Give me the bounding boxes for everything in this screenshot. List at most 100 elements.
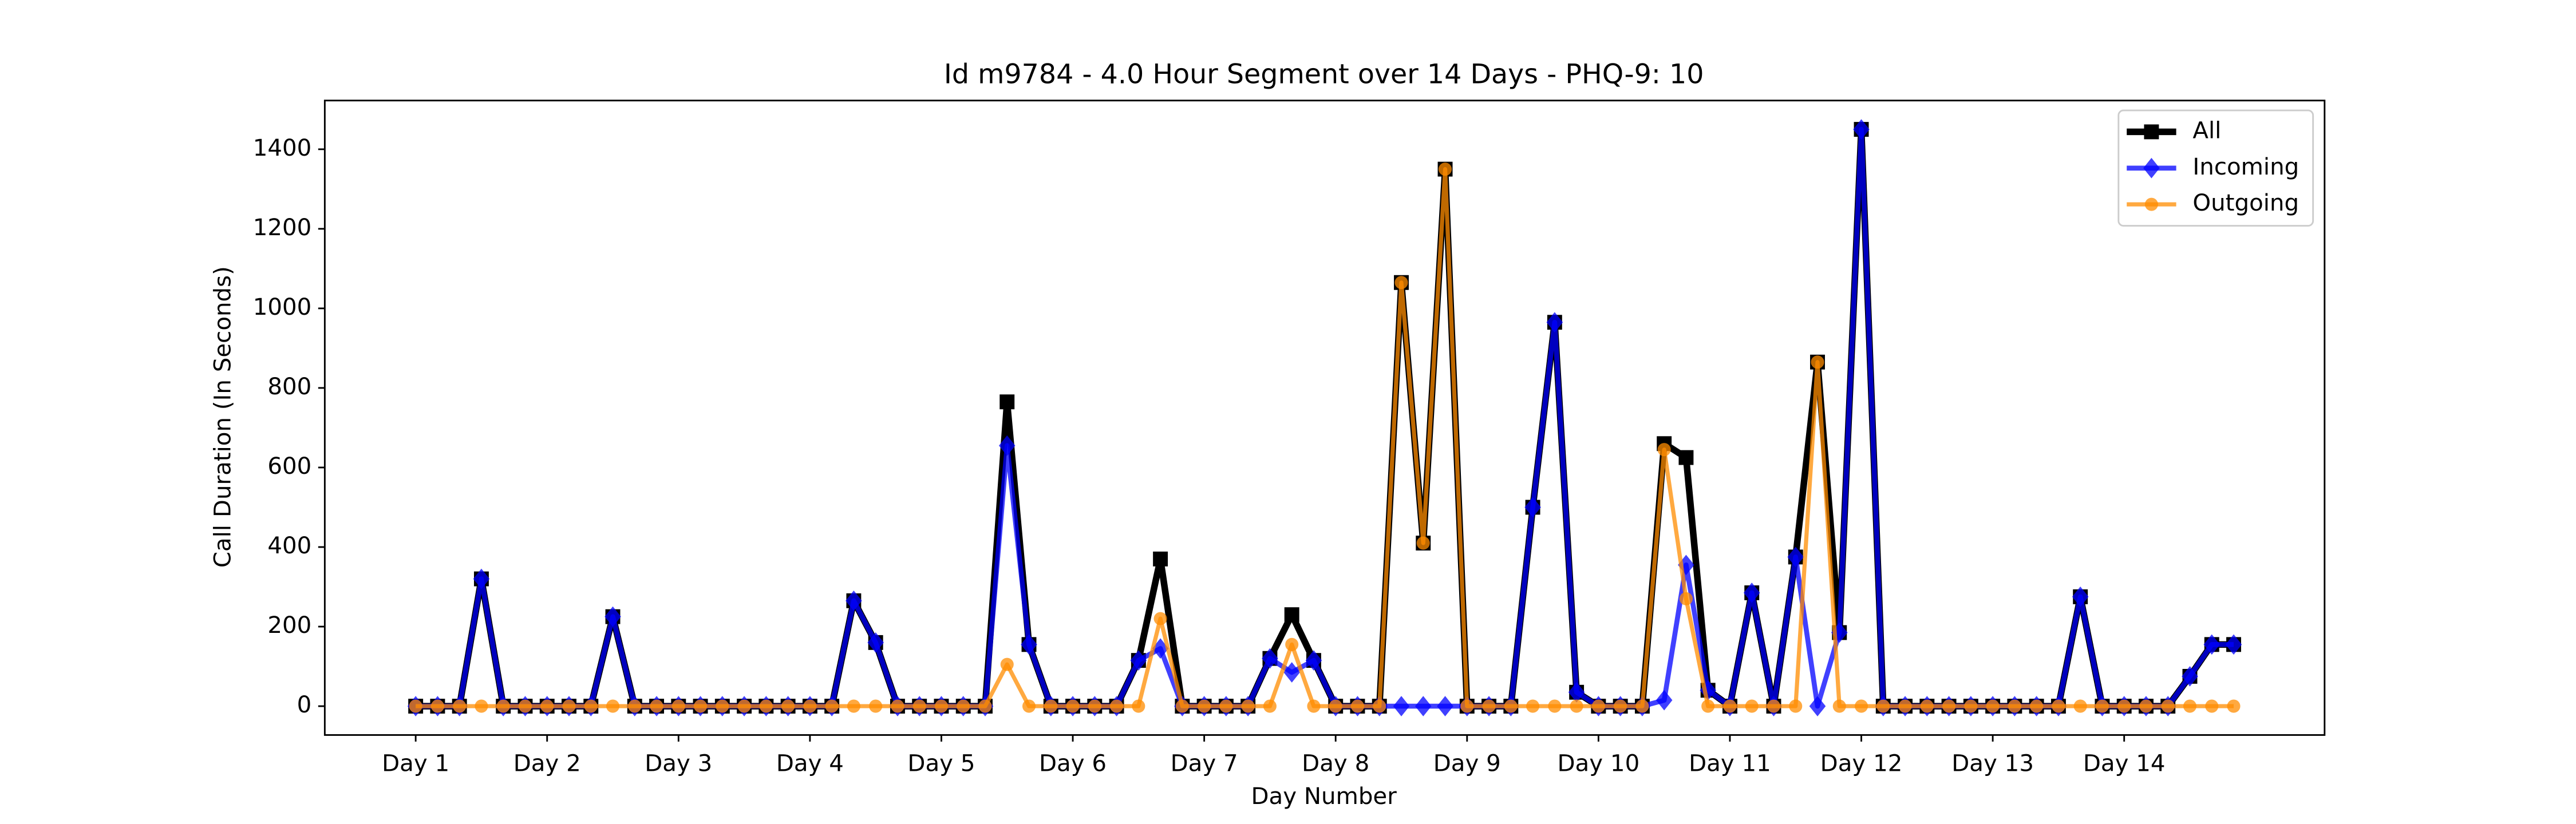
chart-title: Id m9784 - 4.0 Hour Segment over 14 Days… xyxy=(944,58,1704,90)
x-tick-label: Day 5 xyxy=(907,750,975,777)
x-tick-label: Day 11 xyxy=(1689,750,1771,777)
x-tick-label: Day 1 xyxy=(382,750,449,777)
data-point xyxy=(1811,355,1824,369)
data-point xyxy=(540,699,554,713)
data-point xyxy=(1153,612,1167,625)
x-tick-label: Day 13 xyxy=(1951,750,2034,777)
data-point xyxy=(737,699,751,713)
data-point xyxy=(781,699,795,713)
y-axis-label: Call Duration (In Seconds) xyxy=(210,266,236,568)
data-point xyxy=(1568,682,1585,703)
data-point xyxy=(1591,699,1605,713)
y-tick-label: 800 xyxy=(267,373,311,400)
y-tick-label: 1000 xyxy=(253,294,312,320)
x-tick-label: Day 6 xyxy=(1039,750,1107,777)
data-point xyxy=(2227,699,2241,713)
data-point xyxy=(1942,699,1956,713)
series-line xyxy=(416,126,2234,710)
data-point xyxy=(1393,696,1410,716)
data-point xyxy=(1898,699,1912,713)
data-point xyxy=(846,591,862,611)
data-point xyxy=(891,699,904,713)
x-tick-label: Day 12 xyxy=(1820,750,1903,777)
data-point xyxy=(1482,699,1496,713)
data-point xyxy=(2095,699,2109,713)
legend-marker xyxy=(2144,197,2158,211)
data-point xyxy=(978,699,992,713)
y-tick-label: 0 xyxy=(297,691,312,718)
data-point xyxy=(1570,699,1583,713)
data-point xyxy=(562,699,576,713)
data-point xyxy=(2052,699,2065,713)
data-point xyxy=(1153,551,1168,566)
x-tick-label: Day 2 xyxy=(513,750,581,777)
legend-box xyxy=(2117,109,2314,227)
x-tick-label: Day 10 xyxy=(1558,750,1640,777)
data-point xyxy=(475,699,488,713)
data-point xyxy=(453,699,467,713)
y-tick-label: 1200 xyxy=(253,214,312,241)
x-tick-label: Day 9 xyxy=(1433,750,1501,777)
data-point xyxy=(867,632,884,653)
data-point xyxy=(1415,696,1432,716)
data-point xyxy=(1088,699,1101,713)
data-point xyxy=(1678,450,1694,465)
data-point xyxy=(1394,276,1408,290)
data-point xyxy=(1284,607,1299,623)
data-point xyxy=(1285,637,1299,651)
data-point xyxy=(2139,699,2153,713)
y-tick-label: 200 xyxy=(267,612,311,639)
data-point xyxy=(1504,699,1518,713)
x-axis-label: Day Number xyxy=(1251,783,1397,810)
data-point xyxy=(584,699,598,713)
data-point xyxy=(1614,699,1627,713)
data-point xyxy=(1000,657,1014,671)
data-point xyxy=(1745,699,1759,713)
data-point xyxy=(1198,699,1211,713)
data-point xyxy=(1022,699,1036,713)
data-point xyxy=(606,699,620,713)
data-point xyxy=(1920,699,1934,713)
data-point xyxy=(759,699,773,713)
data-point xyxy=(2183,699,2197,713)
data-point xyxy=(2030,699,2044,713)
data-point xyxy=(1526,699,1540,713)
data-point xyxy=(957,699,970,713)
data-point xyxy=(2205,699,2219,713)
data-point xyxy=(1175,699,1189,713)
data-point xyxy=(847,699,860,713)
data-point xyxy=(1219,699,1233,713)
legend-label: Incoming xyxy=(2192,153,2299,180)
data-point xyxy=(496,699,510,713)
data-point xyxy=(1460,699,1474,713)
data-point xyxy=(934,699,948,713)
data-point xyxy=(2225,634,2242,655)
data-point xyxy=(1350,699,1364,713)
data-point xyxy=(1767,699,1780,713)
data-point xyxy=(650,699,663,713)
data-point xyxy=(2203,634,2221,655)
data-point xyxy=(1964,699,1978,713)
data-point xyxy=(1679,592,1693,605)
plot-frame xyxy=(323,100,2326,736)
data-point xyxy=(518,699,532,713)
y-tick-label: 400 xyxy=(267,532,311,559)
data-point xyxy=(2072,587,2089,607)
data-point xyxy=(1307,699,1321,713)
y-tick-label: 600 xyxy=(267,453,311,480)
x-tick-label: Day 7 xyxy=(1171,750,1238,777)
data-point xyxy=(430,699,444,713)
data-point xyxy=(1657,443,1671,457)
data-point xyxy=(1787,546,1804,568)
data-point xyxy=(409,699,422,713)
data-point xyxy=(694,699,708,713)
data-point xyxy=(1809,696,1826,716)
data-point xyxy=(1723,699,1737,713)
data-point xyxy=(628,699,642,713)
data-point xyxy=(716,699,729,713)
data-point xyxy=(1853,119,1870,140)
legend-label: Outgoing xyxy=(2192,189,2299,216)
data-point xyxy=(1439,163,1452,176)
